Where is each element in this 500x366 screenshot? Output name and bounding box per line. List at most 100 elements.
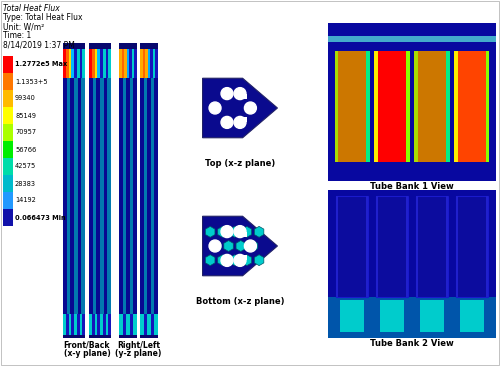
Bar — [328, 190, 496, 338]
Bar — [328, 36, 496, 52]
Text: 1.1353+5: 1.1353+5 — [15, 78, 48, 85]
Bar — [119, 43, 137, 338]
Bar — [100, 49, 103, 78]
Bar — [70, 78, 74, 314]
Bar — [92, 314, 94, 335]
Text: Unit: W/m²: Unit: W/m² — [3, 22, 44, 31]
Bar — [130, 78, 134, 314]
Bar — [3, 175, 13, 192]
Bar — [80, 49, 82, 78]
Bar — [134, 314, 137, 335]
Text: Right/Left: Right/Left — [117, 341, 160, 350]
Text: Type: Total Heat Flux: Type: Total Heat Flux — [3, 13, 82, 22]
Bar — [154, 78, 158, 314]
Bar — [153, 49, 156, 78]
Bar — [456, 52, 488, 162]
Bar — [74, 49, 77, 78]
Text: Time: 1: Time: 1 — [3, 31, 31, 40]
Bar — [147, 314, 151, 335]
Bar — [96, 78, 100, 314]
Bar — [3, 158, 13, 175]
Bar — [82, 49, 85, 78]
Bar — [122, 49, 124, 78]
Bar — [74, 314, 77, 335]
Circle shape — [209, 240, 221, 252]
Text: 8/14/2019 1:37 PM: 8/14/2019 1:37 PM — [3, 40, 75, 49]
Bar — [122, 78, 126, 314]
Bar — [103, 49, 106, 78]
Bar — [78, 78, 82, 314]
Bar — [328, 23, 496, 181]
Text: 70957: 70957 — [15, 130, 36, 135]
Bar — [376, 196, 408, 296]
Bar — [119, 314, 122, 335]
Bar — [94, 49, 97, 78]
Text: Top (x-z plane): Top (x-z plane) — [205, 159, 275, 168]
Text: Total Heat Flux: Total Heat Flux — [3, 4, 60, 13]
Text: Tube Bank 2 View: Tube Bank 2 View — [370, 339, 454, 348]
Bar — [145, 49, 148, 78]
Bar — [3, 209, 13, 226]
Bar — [82, 78, 85, 314]
Bar — [97, 49, 100, 78]
Bar — [77, 314, 80, 335]
Bar — [68, 314, 71, 335]
Bar — [151, 314, 154, 335]
Bar — [89, 314, 92, 335]
Bar — [66, 49, 68, 78]
Circle shape — [221, 116, 233, 128]
Bar — [66, 314, 68, 335]
Bar — [336, 196, 338, 296]
Polygon shape — [218, 255, 227, 266]
Bar — [148, 49, 150, 78]
Bar — [140, 43, 158, 338]
Bar — [3, 56, 13, 73]
Bar — [366, 196, 368, 296]
Bar — [100, 314, 103, 335]
Bar — [106, 49, 108, 78]
Polygon shape — [206, 255, 215, 266]
Bar — [63, 49, 66, 78]
Bar — [94, 314, 97, 335]
Bar — [486, 52, 490, 162]
Bar — [376, 196, 378, 296]
Bar — [126, 49, 130, 78]
Polygon shape — [224, 240, 234, 251]
Bar — [340, 299, 364, 332]
Bar — [3, 124, 13, 141]
Bar — [144, 78, 147, 314]
Circle shape — [221, 254, 233, 266]
Bar — [66, 78, 70, 314]
Bar — [376, 52, 408, 162]
Bar — [140, 78, 143, 314]
Bar — [3, 73, 13, 90]
Bar — [446, 52, 450, 162]
Bar — [119, 49, 122, 78]
Bar — [334, 52, 338, 162]
Bar — [140, 49, 142, 78]
Polygon shape — [202, 78, 278, 138]
Bar — [130, 314, 134, 335]
Bar — [89, 78, 92, 314]
Bar — [82, 314, 85, 335]
Circle shape — [244, 102, 256, 114]
Bar — [92, 78, 96, 314]
Bar — [108, 314, 111, 335]
Text: 42575: 42575 — [15, 164, 36, 169]
Bar — [108, 49, 111, 78]
Bar — [446, 196, 448, 296]
Circle shape — [209, 102, 221, 114]
Polygon shape — [218, 227, 227, 237]
Bar — [72, 49, 74, 78]
Bar — [124, 49, 126, 78]
Bar — [416, 52, 448, 162]
Bar — [92, 49, 94, 78]
Text: (x-y plane): (x-y plane) — [64, 349, 110, 358]
Circle shape — [234, 225, 246, 238]
Bar — [456, 196, 488, 296]
Bar — [420, 299, 444, 332]
Bar — [132, 49, 134, 78]
Bar — [126, 78, 130, 314]
Polygon shape — [248, 240, 258, 251]
Bar — [89, 49, 92, 78]
